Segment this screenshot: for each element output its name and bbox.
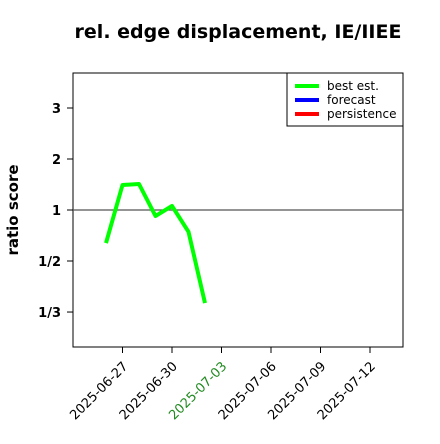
y-tick-label: 1/3: [38, 306, 61, 321]
series-line: [104, 181, 207, 304]
y-tick-label: 3: [52, 102, 61, 117]
chart-title: rel. edge displacement, IE/IIEE: [75, 21, 402, 43]
y-tick-label: 1/2: [38, 255, 61, 270]
legend-label: best est.: [327, 79, 379, 93]
legend-label: persistence: [327, 107, 396, 121]
y-axis-label: ratio score: [4, 164, 22, 255]
legend-label: forecast: [327, 93, 376, 107]
y-tick-label: 1: [52, 204, 61, 219]
y-tick-label: 2: [52, 153, 61, 168]
